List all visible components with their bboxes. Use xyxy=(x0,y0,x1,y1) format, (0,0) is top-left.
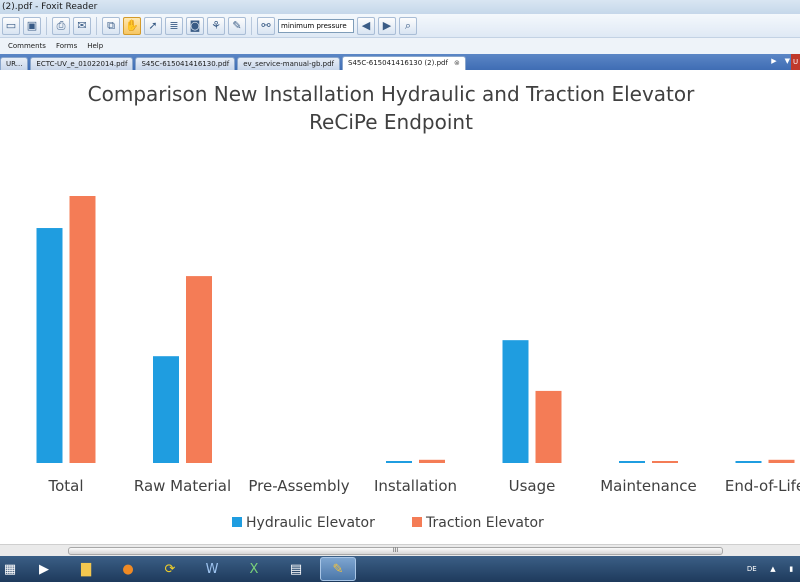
bar-traction-installation xyxy=(419,459,445,463)
binoculars-icon[interactable]: ⚯ xyxy=(257,16,275,35)
category-label: Installation xyxy=(374,477,457,495)
bar-hydraulic-usage xyxy=(502,340,529,463)
pen-icon[interactable]: ✎ xyxy=(228,16,246,35)
search-prev-icon[interactable]: ◀ xyxy=(357,16,375,35)
hand-tool-icon[interactable]: ✋ xyxy=(123,16,141,35)
notepad-icon[interactable]: ▤ xyxy=(289,561,303,577)
chart-title-line-2: ReCiPe Endpoint xyxy=(309,110,473,134)
category-label: Maintenance xyxy=(600,477,697,495)
print-icon[interactable]: ⎙ xyxy=(52,16,70,35)
bar-traction-usage xyxy=(535,390,562,463)
email-icon[interactable]: ✉ xyxy=(73,16,91,35)
toolbar-separator xyxy=(251,16,252,35)
chart-title-line-1: Comparison New Installation Hydraulic an… xyxy=(87,82,695,106)
bar-chart: Total Raw Material Pre-Assembly Installatio… xyxy=(36,196,800,531)
tab-doc-4[interactable]: ev_service-manual-gb.pdf xyxy=(237,57,340,70)
bar-hydraulic-installation xyxy=(386,461,412,463)
category-label: End-of-Life xyxy=(725,477,800,495)
sync-icon[interactable]: ⟳ xyxy=(164,561,176,577)
category-label: Total xyxy=(47,477,83,495)
stamp-icon[interactable]: ⚘ xyxy=(207,16,225,35)
media-player-icon[interactable]: ▶ xyxy=(39,561,49,577)
start-icon[interactable]: ▦ xyxy=(3,561,17,577)
select-cursor-icon[interactable]: ➚ xyxy=(144,16,162,35)
legend-swatch-0 xyxy=(232,517,242,527)
tab-doc-3[interactable]: S45C-615041416130.pdf xyxy=(135,57,236,70)
camera-icon[interactable]: ◙ xyxy=(186,16,204,35)
menu-item-forms[interactable]: Forms xyxy=(55,42,78,50)
category-label: Pre-Assembly xyxy=(248,477,349,495)
text-select-icon[interactable]: ≣ xyxy=(165,16,183,35)
tab-doc-2[interactable]: ECTC-UV_e_01022014.pdf xyxy=(30,57,134,70)
window-title-bar: (2).pdf - Foxit Reader xyxy=(0,0,800,14)
tab-label: S45C-615041416130 (2).pdf xyxy=(348,59,448,67)
folder-icon[interactable]: ▇ xyxy=(81,561,91,577)
open-icon[interactable]: ▭ xyxy=(2,16,20,35)
tab-scroll-icon[interactable]: ▶ xyxy=(771,57,777,65)
snapshot-icon[interactable]: ⧉ xyxy=(102,16,120,35)
search-input[interactable] xyxy=(278,18,354,33)
excel-icon[interactable]: X xyxy=(249,561,259,577)
tab-label: ev_service-manual-gb.pdf xyxy=(243,60,334,68)
zoom-icon[interactable]: ⌕ xyxy=(399,16,417,35)
network-icon[interactable]: ▮ xyxy=(789,565,794,573)
bar-traction-end-of-life xyxy=(768,459,795,463)
document-view: Comparison New Installation Hydraulic an… xyxy=(0,70,800,544)
tab-doc-1[interactable]: UR... xyxy=(0,57,29,70)
bar-traction-raw-material xyxy=(186,276,212,463)
system-tray: DE ▲ ▮ xyxy=(740,556,800,582)
word-icon[interactable]: W xyxy=(205,561,219,577)
legend-swatch-1 xyxy=(412,517,422,527)
legend-label-0: Hydraulic Elevator xyxy=(246,515,375,531)
bar-hydraulic-end-of-life xyxy=(735,461,762,463)
search-next-icon[interactable]: ▶ xyxy=(378,16,396,35)
corner-badge: U xyxy=(791,54,800,70)
bar-hydraulic-raw-material xyxy=(153,356,179,463)
tab-label: ECTC-UV_e_01022014.pdf xyxy=(36,60,128,68)
scrollbar-thumb[interactable]: III xyxy=(68,547,723,555)
bar-hydraulic-total xyxy=(36,228,63,463)
bar-traction-total xyxy=(69,196,96,463)
toolbar: ▭ ▣ ⎙ ✉ ⧉ ✋ ➚ ≣ ◙ ⚘ ✎ ⚯ ◀ ▶ ⌕ xyxy=(0,14,800,38)
tab-label: S45C-615041416130.pdf xyxy=(141,60,230,68)
language-indicator[interactable]: DE xyxy=(746,565,757,573)
tab-label: UR... xyxy=(6,60,23,68)
tab-doc-5-active[interactable]: S45C-615041416130 (2).pdf ⊗ xyxy=(342,56,466,70)
save-icon[interactable]: ▣ xyxy=(23,16,41,35)
taskbar: ▦ ▶ ▇ ● ⟳ W X ▤ ✎ xyxy=(0,556,800,582)
scrollbar-grip: III xyxy=(392,547,399,554)
foxit-reader-icon[interactable]: ✎ xyxy=(320,557,356,581)
category-label: Raw Material xyxy=(134,477,231,495)
document-tab-bar: UR... ECTC-UV_e_01022014.pdf S45C-615041… xyxy=(0,54,800,70)
close-tab-icon[interactable]: ⊗ xyxy=(453,59,460,67)
tab-list-icon[interactable]: ▼ xyxy=(784,57,790,65)
horizontal-scrollbar[interactable]: III xyxy=(0,544,800,556)
menu-item-comments[interactable]: Comments xyxy=(8,42,46,50)
tray-arrow-icon[interactable]: ▲ xyxy=(770,565,776,573)
menu-item-help[interactable]: Help xyxy=(87,42,104,50)
category-label: Usage xyxy=(509,477,556,495)
bar-traction-maintenance xyxy=(652,461,678,463)
bar-hydraulic-maintenance xyxy=(619,461,645,463)
toolbar-separator xyxy=(46,16,47,35)
window-title: (2).pdf - Foxit Reader xyxy=(2,2,98,12)
legend-label-1: Traction Elevator xyxy=(425,515,544,531)
toolbar-separator xyxy=(96,16,97,35)
tab-navigation: ▶ ▼ xyxy=(771,57,790,65)
firefox-icon[interactable]: ● xyxy=(122,561,134,577)
menu-bar: Comments Forms Help xyxy=(0,38,800,54)
